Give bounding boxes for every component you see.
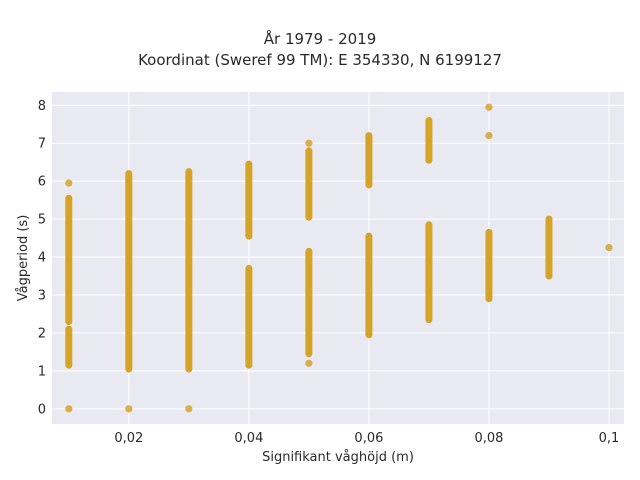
y-axis-ticks: 0 1 2 3 4 5 6 7 8: [38, 99, 46, 418]
y-tick-label: 5: [38, 213, 46, 228]
x-tick-label: 0,06: [354, 431, 383, 446]
y-tick-label: 6: [38, 175, 46, 190]
scatter-point: [485, 132, 493, 140]
plot-area: [52, 92, 624, 424]
x-tick-label: 0,02: [114, 431, 143, 446]
scatter-point: [125, 405, 133, 413]
scatter-point: [305, 139, 313, 147]
y-tick-label: 1: [38, 364, 46, 379]
y-tick-label: 0: [38, 402, 46, 417]
x-tick-label: 0,1: [599, 431, 620, 446]
y-tick-label: 4: [38, 251, 46, 266]
scatter-point: [305, 359, 313, 367]
y-tick-label: 3: [38, 288, 46, 303]
scatter-point: [65, 179, 73, 187]
x-axis-title: Signifikant våghöjd (m): [262, 450, 414, 465]
y-tick-label: 7: [38, 137, 46, 152]
scatter-point: [65, 405, 73, 413]
chart-subtitle: Koordinat (Sweref 99 TM): E 354330, N 61…: [138, 51, 502, 69]
x-tick-label: 0,04: [234, 431, 263, 446]
chart-title: År 1979 - 2019: [263, 30, 377, 48]
scatter-point: [485, 103, 493, 111]
scatter-point: [185, 405, 193, 413]
data-points: [65, 103, 613, 413]
x-tick-label: 0,08: [474, 431, 503, 446]
y-tick-label: 8: [38, 99, 46, 114]
y-axis-title: Vågperiod (s): [16, 215, 31, 302]
y-tick-label: 2: [38, 326, 46, 341]
x-axis-ticks: 0,02 0,04 0,06 0,08 0,1: [114, 431, 619, 446]
scatter-point: [605, 243, 613, 252]
